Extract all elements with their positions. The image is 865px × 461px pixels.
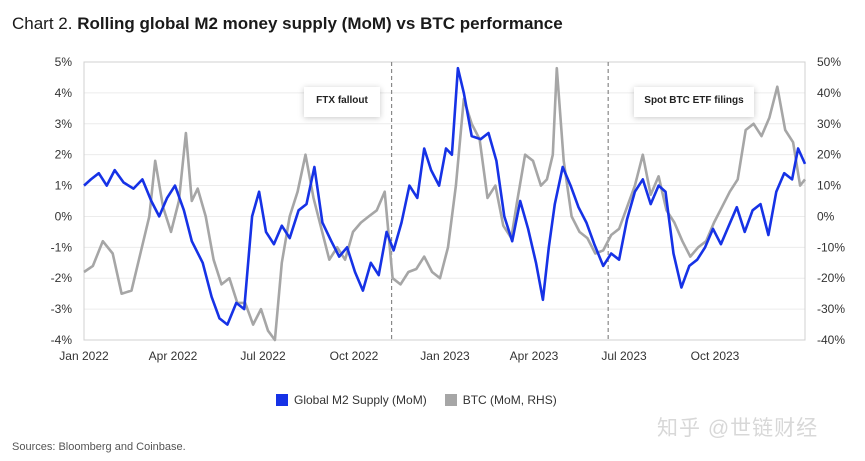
chart-number: Chart 2. xyxy=(12,14,73,33)
y-right-tick-label: -40% xyxy=(817,333,845,347)
y-right-tick-label: -30% xyxy=(817,302,845,316)
y-left-tick-label: 4% xyxy=(55,86,73,100)
chart-title: Chart 2. Rolling global M2 money supply … xyxy=(12,14,563,34)
legend-label-m2: Global M2 Supply (MoM) xyxy=(294,393,427,407)
annotation-ftx-fallout-label: FTX fallout xyxy=(316,95,368,106)
x-tick-label: Jan 2023 xyxy=(420,349,470,363)
series-line-btc xyxy=(83,66,807,342)
watermark: 知乎 @世链财经 xyxy=(657,417,819,440)
y-left-tick-label: -2% xyxy=(51,271,73,285)
y-right-tick-label: 20% xyxy=(817,148,841,162)
legend-swatch-btc xyxy=(444,394,457,406)
y-right-tick-label: 10% xyxy=(817,179,841,193)
y-left-tick-label: -3% xyxy=(51,302,73,316)
x-tick-label: Apr 2023 xyxy=(510,349,559,363)
y-right-tick-label: 50% xyxy=(817,55,841,69)
legend-label-btc: BTC (MoM, RHS) xyxy=(462,393,557,407)
y-left-tick-label: 0% xyxy=(55,209,73,223)
y-right-tick-label: 30% xyxy=(817,117,841,131)
y-left-tick-label: -1% xyxy=(51,240,73,254)
legend-item-btc: BTC (MoM, RHS) xyxy=(444,393,557,407)
chart-legend: Global M2 Supply (MoM) BTC (MoM, RHS) xyxy=(276,393,575,407)
y-left-tick-label: -4% xyxy=(51,333,73,347)
y-left-tick-label: 1% xyxy=(55,179,73,193)
x-tick-label: Oct 2022 xyxy=(330,349,379,363)
y-left-tick-label: 2% xyxy=(55,148,73,162)
series-line-m2 xyxy=(83,66,807,326)
x-tick-label: Jul 2022 xyxy=(240,349,286,363)
legend-swatch-m2 xyxy=(276,394,288,406)
chart-title-text: Rolling global M2 money supply (MoM) vs … xyxy=(77,14,563,33)
y-right-tick-label: 0% xyxy=(817,209,835,223)
y-right-tick-label: -10% xyxy=(817,240,845,254)
legend-item-m2: Global M2 Supply (MoM) xyxy=(276,393,427,407)
source-note: Sources: Bloomberg and Coinbase. xyxy=(12,441,186,453)
x-tick-label: Apr 2022 xyxy=(149,349,198,363)
plot-area xyxy=(83,61,806,341)
x-tick-label: Jul 2023 xyxy=(601,349,647,363)
y-right-tick-label: -20% xyxy=(817,271,845,285)
annotation-etf-filings: Spot BTC ETF filings xyxy=(634,87,754,117)
annotation-etf-filings-label: Spot BTC ETF filings xyxy=(644,95,744,106)
y-left-tick-label: 3% xyxy=(55,117,73,131)
annotation-ftx-fallout: FTX fallout xyxy=(304,87,380,117)
x-tick-label: Oct 2023 xyxy=(691,349,740,363)
y-left-tick-label: 5% xyxy=(55,55,73,69)
x-tick-label: Jan 2022 xyxy=(59,349,109,363)
y-right-tick-label: 40% xyxy=(817,86,841,100)
